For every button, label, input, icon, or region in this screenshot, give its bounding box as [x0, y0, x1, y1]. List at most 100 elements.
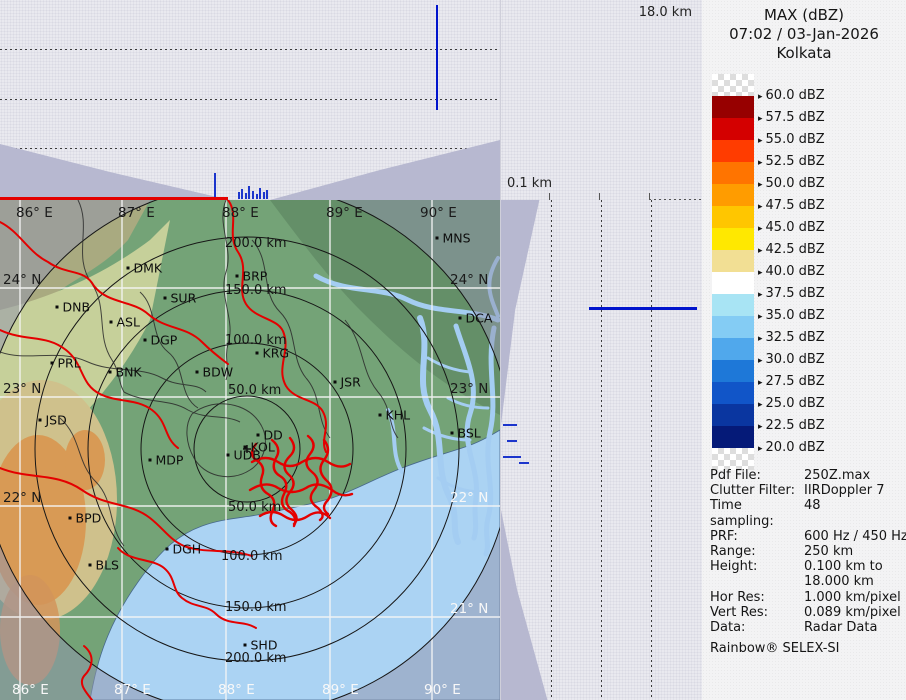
- range-ring-label: 50.0 km: [228, 500, 281, 515]
- station-marker: [143, 338, 147, 342]
- station-label: BPD: [76, 511, 102, 526]
- range-ring-label: 50.0 km: [228, 383, 281, 398]
- product-datetime: 07:02 / 03-Jan-2026: [729, 25, 879, 43]
- crosshair-cursor-horizontal[interactable]: [589, 307, 697, 310]
- detail-row: Hor Res: 1.000 km/pixel: [710, 590, 902, 605]
- range-ring-label: 150.0 km: [225, 283, 287, 298]
- detail-label: PRF:: [710, 528, 738, 544]
- colorbar-swatch: [712, 118, 754, 140]
- geo-grid-label: 23° N: [3, 381, 41, 397]
- scale-tick-arrow-icon: ▸: [758, 158, 763, 168]
- station-marker: [38, 418, 42, 422]
- echo-spike: [252, 191, 254, 199]
- east-projection-panel[interactable]: [501, 200, 703, 700]
- detail-row: 18.000 km: [710, 574, 902, 589]
- colorbar-swatch: [712, 426, 754, 448]
- colorbar-threshold-label: ▸ 42.5 dBZ: [758, 242, 825, 257]
- station-marker: [126, 266, 130, 270]
- state-borders: [0, 200, 327, 700]
- detail-label: Hor Res:: [710, 589, 765, 605]
- detail-label: Clutter Filter:: [710, 483, 795, 499]
- geo-grid-label: 24° N: [450, 272, 488, 288]
- echo-spike: [266, 190, 268, 199]
- brand-line: Rainbow® SELEX-SI: [710, 641, 840, 657]
- colorbar-threshold-label: ▸ 40.0 dBZ: [758, 264, 825, 279]
- echo-spike: [259, 188, 261, 199]
- colorbar-swatch: [712, 250, 754, 272]
- detail-row: Time sampling: 48: [710, 498, 902, 528]
- geo-grid-label: 86° E: [16, 205, 53, 221]
- station-label: DCA: [466, 311, 493, 326]
- station-marker: [435, 236, 439, 240]
- geo-grid-label: 22° N: [450, 490, 488, 506]
- station-marker: [108, 370, 112, 374]
- axis-tick: [649, 199, 703, 200]
- station-marker: [256, 433, 260, 437]
- colorbar-swatch: [712, 382, 754, 404]
- colorbar-threshold-label: ▸ 35.0 dBZ: [758, 308, 825, 323]
- height-gridline: [0, 49, 500, 50]
- colorbar-swatch: [712, 228, 754, 250]
- no-coverage-wedge: [501, 200, 540, 425]
- scale-tick-arrow-icon: ▸: [758, 356, 763, 366]
- axis-tick: [649, 193, 650, 200]
- scale-tick-arrow-icon: ▸: [758, 202, 763, 212]
- details-rows: Pdf File: 250Z.max Clutter Filter: IIRDoppl…: [710, 468, 906, 635]
- map-panel[interactable]: DMK BRP SUR DNB ASL DGP KRG PRL BNK BDW JSR MNS DCA J…: [0, 200, 500, 700]
- echo-spike: [214, 173, 216, 199]
- colorbar-swatch: [712, 74, 754, 96]
- range-ring-label: 200.0 km: [225, 236, 287, 251]
- station-marker: [109, 320, 113, 324]
- height-gridline: [651, 200, 652, 700]
- detail-value: 48: [804, 498, 821, 514]
- station-marker: [378, 413, 382, 417]
- station-layer: DMK BRP SUR DNB ASL DGP KRG PRL BNK BDW JSR MNS DCA J…: [38, 231, 493, 653]
- station-marker: [255, 351, 259, 355]
- detail-row: PRF: 600 Hz / 450 Hz: [710, 528, 906, 544]
- station-label: KOL: [251, 440, 275, 455]
- crosshair-cursor-vertical[interactable]: [436, 5, 438, 110]
- geo-grid-label: 87° E: [114, 682, 151, 698]
- latlon-grid: [0, 200, 500, 700]
- scale-tick-arrow-icon: ▸: [758, 422, 763, 432]
- scale-tick-arrow-icon: ▸: [758, 334, 763, 344]
- station-marker: [450, 431, 454, 435]
- station-marker: [235, 274, 239, 278]
- height-gridline: [601, 200, 602, 700]
- detail-value: 1.000 km/pixel: [804, 589, 901, 605]
- station-label: SUR: [171, 291, 197, 306]
- height-gridline: [0, 99, 500, 100]
- station-marker: [55, 305, 59, 309]
- colorbar-swatch: [712, 140, 754, 162]
- geo-grid-label: 23° N: [450, 381, 488, 397]
- colorbar-swatch: [712, 96, 754, 118]
- scan-details: Pdf File: 250Z.max Clutter Filter: IIRDoppl…: [710, 468, 906, 657]
- geo-grid-label: 90° E: [420, 205, 457, 221]
- north-projection-panel[interactable]: [0, 0, 500, 200]
- geo-grid-label: 88° E: [218, 682, 255, 698]
- station-label: BRP: [243, 269, 268, 284]
- colorbar-swatch: [712, 206, 754, 228]
- station-label: MDP: [156, 453, 184, 468]
- axis-tick: [549, 193, 550, 200]
- station-label: BLS: [96, 558, 120, 573]
- echo-spike: [241, 189, 243, 199]
- colorbar-swatch: [712, 184, 754, 206]
- district-borders: [0, 200, 399, 547]
- echo-dash: [519, 462, 529, 464]
- station-label: DMK: [134, 261, 163, 276]
- station-marker: [458, 316, 462, 320]
- echo-spike: [263, 192, 265, 199]
- scale-tick-arrow-icon: ▸: [758, 400, 763, 410]
- station-label: SHD: [251, 638, 278, 653]
- geo-grid-label: 22° N: [3, 490, 41, 506]
- colorbar-threshold-label: ▸ 57.5 dBZ: [758, 110, 825, 125]
- station-label: MNS: [443, 231, 471, 246]
- scale-tick-arrow-icon: ▸: [758, 92, 763, 102]
- colorbar-swatch: [712, 316, 754, 338]
- detail-label: Vert Res:: [710, 604, 769, 620]
- radar-map[interactable]: DMK BRP SUR DNB ASL DGP KRG PRL BNK BDW JSR MNS DCA J…: [0, 200, 500, 700]
- colorbar-threshold-label: ▸ 22.5 dBZ: [758, 418, 825, 433]
- geo-grid-label: 89° E: [326, 205, 363, 221]
- scale-tick-arrow-icon: ▸: [758, 378, 763, 388]
